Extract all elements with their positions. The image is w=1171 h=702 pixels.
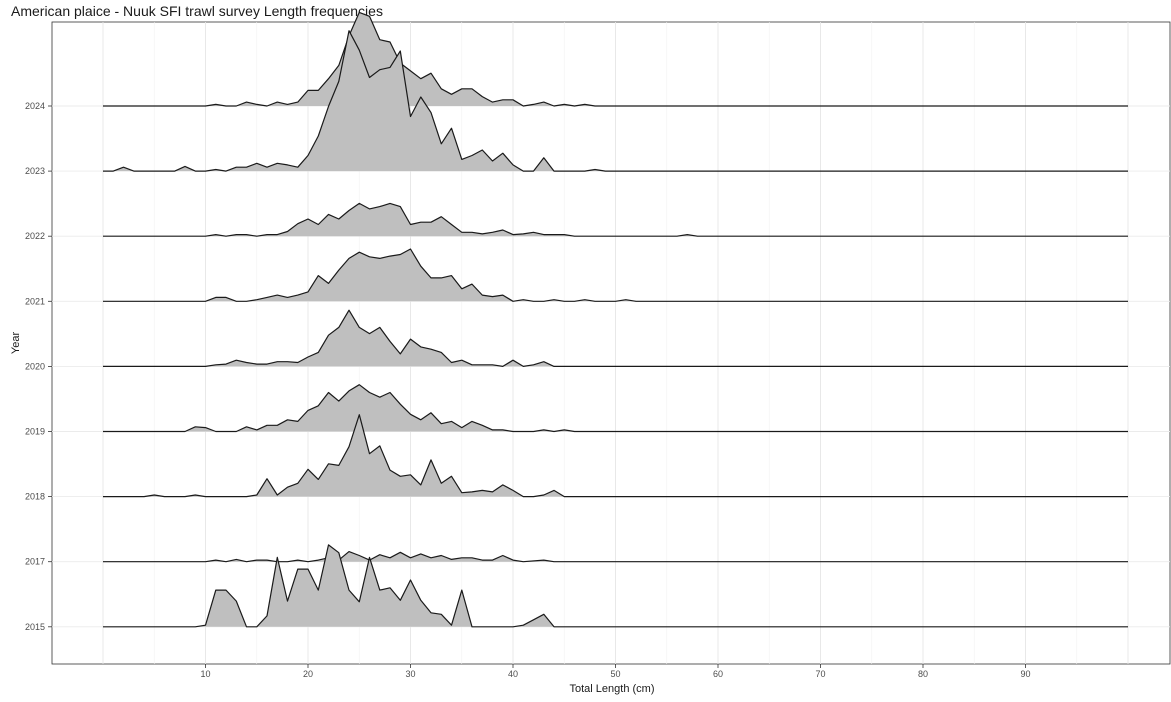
ridge-line-2018 <box>103 414 1128 498</box>
ridge-line-2023 <box>103 30 1128 172</box>
x-tick-label: 80 <box>918 669 928 679</box>
ridge-area-2022 <box>103 203 1128 237</box>
x-axis-title: Total Length (cm) <box>570 683 655 695</box>
ridge-line-2017 <box>103 550 1128 563</box>
x-tick-label: 50 <box>610 669 620 679</box>
ridge-series <box>103 11 1128 628</box>
y-axis-title: Year <box>10 332 22 355</box>
ridge-line-2015 <box>103 544 1128 628</box>
y-tick-label: 2018 <box>25 492 45 502</box>
x-tick-label: 60 <box>713 669 723 679</box>
x-tick-label: 30 <box>405 669 415 679</box>
ridge-line-2019 <box>103 384 1128 433</box>
y-tick-label: 2020 <box>25 361 45 371</box>
ridge-line-2022 <box>103 202 1128 237</box>
ridge-area-2017 <box>103 551 1128 562</box>
y-tick-label: 2021 <box>25 296 45 306</box>
ridge-line-2020 <box>103 309 1128 367</box>
y-tick-label: 2023 <box>25 166 45 176</box>
ridge-area-2023 <box>103 30 1128 172</box>
axis-ticks: 10 20 30 40 50 60 70 80 90 2024 2023 2022 2021 2020 20… <box>25 101 1031 679</box>
ridge-area-2021 <box>103 249 1128 302</box>
y-tick-label: 2019 <box>25 427 45 437</box>
y-tick-label: 2017 <box>25 557 45 567</box>
ridge-line-2021 <box>103 248 1128 302</box>
y-tick-label: 2015 <box>25 622 45 632</box>
plot-panel <box>51 21 1171 665</box>
x-tick-label: 40 <box>508 669 518 679</box>
x-tick-label: 90 <box>1020 669 1030 679</box>
ridge-area-2015 <box>103 544 1128 627</box>
y-tick-label: 2024 <box>25 101 45 111</box>
chart-title: American plaice - Nuuk SFI trawl survey … <box>11 3 383 19</box>
ridge-area-2018 <box>103 414 1128 497</box>
ridge-area-2020 <box>103 310 1128 367</box>
x-tick-label: 70 <box>815 669 825 679</box>
x-tick-label: 20 <box>303 669 313 679</box>
x-tick-label: 10 <box>200 669 210 679</box>
y-tick-label: 2022 <box>25 231 45 241</box>
